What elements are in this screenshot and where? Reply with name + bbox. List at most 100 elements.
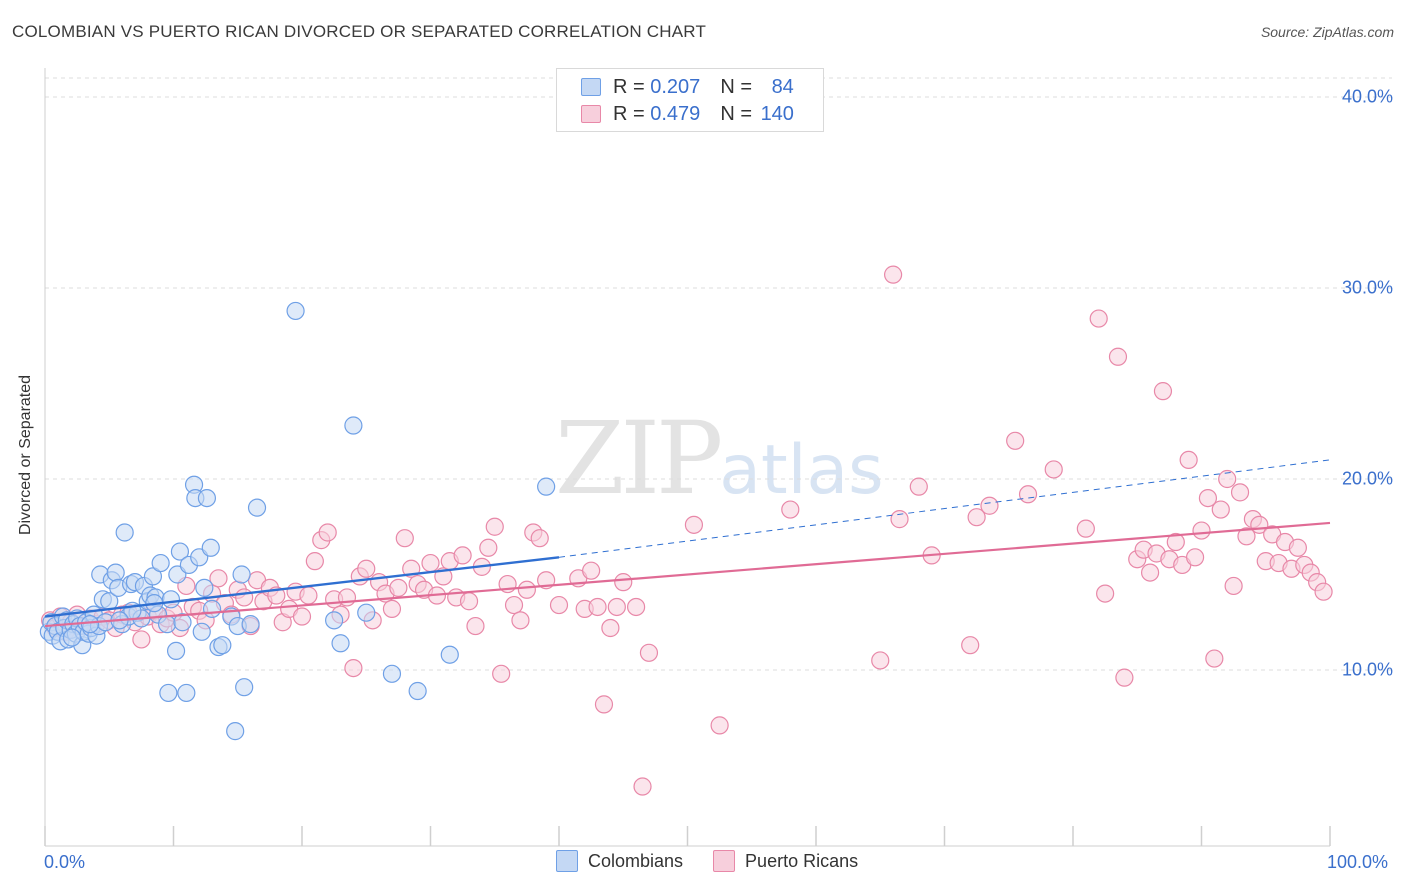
data-point [395, 529, 414, 548]
legend-swatch [581, 105, 601, 123]
axes [44, 68, 1331, 847]
data-point [318, 523, 337, 542]
data-point [1153, 382, 1173, 401]
watermark: ZIPatlas [555, 400, 884, 517]
data-point [1166, 532, 1185, 552]
data-point [582, 561, 601, 580]
data-point [170, 542, 190, 561]
series-colombians [39, 301, 556, 741]
data-point [1018, 485, 1038, 504]
data-point [132, 630, 151, 649]
data-point [389, 578, 408, 597]
data-point [421, 553, 440, 573]
data-point [202, 599, 222, 618]
data-point [115, 523, 134, 542]
watermark-zip: ZIP [555, 400, 723, 517]
data-point [247, 498, 267, 517]
data-point [440, 645, 459, 664]
data-point [961, 636, 980, 655]
data-point [684, 515, 704, 534]
data-point [1314, 582, 1333, 601]
data-point [549, 595, 569, 615]
watermark-atlas: atlas [719, 431, 884, 510]
data-point [614, 573, 633, 592]
data-point [1205, 649, 1224, 668]
data-point [1108, 347, 1128, 366]
data-point [1230, 483, 1250, 502]
data-point [286, 301, 305, 321]
data-point [213, 636, 232, 655]
data-point [325, 611, 344, 630]
data-point [1115, 668, 1134, 687]
data-point [201, 538, 220, 557]
x-tick-label: 100.0% [1327, 852, 1389, 872]
data-point [166, 641, 186, 661]
legend-swatch [556, 850, 578, 872]
data-point [1224, 576, 1243, 596]
data-point [80, 615, 100, 634]
legend-swatch [713, 850, 736, 872]
data-point [537, 477, 556, 496]
data-point [106, 563, 125, 582]
legend-label: Puerto Ricans [745, 850, 859, 871]
data-point [871, 651, 890, 670]
data-point [1179, 450, 1198, 469]
legend-r-value: 0.207 [650, 75, 701, 98]
y-tick-label: 10.0% [1341, 659, 1393, 680]
data-point [890, 510, 909, 529]
legend-item-puerto-ricans: Puerto Ricans [713, 850, 858, 872]
data-point [1140, 563, 1160, 582]
data-point [1076, 519, 1095, 538]
legend-r-value: 0.479 [650, 102, 701, 125]
data-point [639, 643, 659, 662]
data-point [1198, 489, 1218, 508]
data-point [299, 586, 318, 605]
x-tick-label: 0.0% [44, 852, 86, 872]
legend-n-value: 84 [771, 75, 794, 98]
data-point [151, 553, 170, 573]
legend-r-label: R = [613, 102, 651, 125]
trend-lines [44, 459, 1331, 628]
y-tick-label: 20.0% [1341, 468, 1393, 489]
data-point [781, 500, 800, 519]
data-point [453, 546, 472, 565]
data-point [594, 695, 614, 714]
data-point [357, 603, 376, 622]
data-point [1096, 584, 1115, 603]
data-point [344, 658, 363, 678]
data-point [710, 716, 729, 735]
data-point [292, 607, 312, 626]
data-point [161, 590, 181, 609]
data-point [226, 722, 245, 741]
data-point [344, 416, 363, 435]
legend-row-colombians: R = 0.207 N = 84 [581, 75, 794, 99]
legend-n-label: N = [720, 102, 758, 125]
data-point [479, 538, 498, 557]
legend-item-colombians: Colombians [556, 850, 683, 872]
trend-line-colombians-extension [558, 459, 1331, 558]
legend-row-puerto-ricans: R = 0.479 N = 140 [581, 102, 794, 126]
data-point [157, 615, 177, 634]
chart-title: COLOMBIAN VS PUERTO RICAN DIVORCED OR SE… [12, 22, 707, 41]
trend-line-puerto-ricans [44, 521, 1331, 628]
data-point [517, 580, 536, 599]
series-puerto-ricans [41, 265, 1333, 796]
data-point [466, 616, 485, 636]
data-point [485, 517, 504, 536]
data-point [883, 265, 903, 284]
data-point [607, 597, 626, 617]
data-point [633, 777, 652, 796]
data-point [173, 613, 192, 632]
legend-r-label: R = [613, 75, 651, 98]
data-point [209, 569, 228, 588]
legend-swatch [581, 78, 601, 96]
data-point [504, 595, 524, 615]
data-point [492, 664, 511, 683]
y-axis-label: Divorced or Separated [17, 374, 34, 536]
data-point [357, 559, 376, 578]
data-point [241, 615, 260, 634]
data-point [235, 678, 254, 697]
data-point [459, 592, 479, 611]
data-point [1185, 548, 1205, 567]
